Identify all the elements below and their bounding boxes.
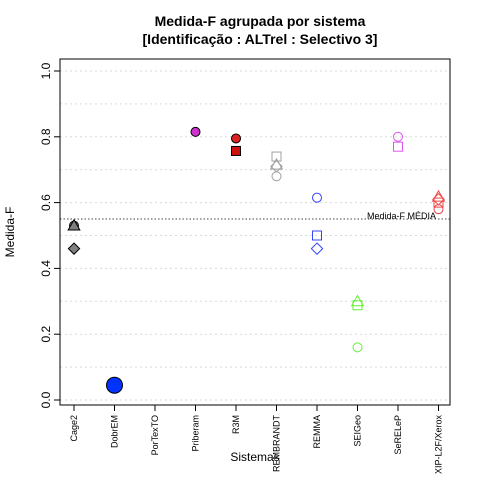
data-point-circle [433, 204, 444, 215]
data-point-square [352, 300, 363, 311]
y-axis: 0.0 0.2 0.4 0.6 0.8 1.0 [39, 62, 60, 408]
y-tick-label: 0.2 [39, 326, 53, 343]
x-tick-label: R3M [231, 415, 241, 434]
data-point-diamond [67, 242, 81, 255]
x-tick-label: Priberam [191, 415, 201, 452]
x-tick-label: REMMA [312, 415, 322, 449]
data-point-square [312, 230, 322, 241]
x-tick-label: SEIGeo [353, 415, 363, 447]
data-points [67, 126, 446, 394]
data-point-square [393, 141, 403, 152]
y-tick-label: 0.6 [39, 194, 53, 211]
x-axis: Cage2 DobrEM PorTexTO Priberam R3M REMBRANDT R… [69, 405, 444, 474]
x-tick-label: DobrEM [110, 415, 120, 448]
chart-title: Medida-F agrupada por sistema [155, 13, 366, 29]
y-tick-label: 0.4 [39, 260, 53, 277]
x-tick-label: Cage2 [69, 415, 79, 442]
x-tick-label: XIP-L2F/Xerox [434, 415, 444, 475]
chart-subtitle: [Identificação : ALTrel : Selectivo 3] [143, 31, 378, 47]
y-tick-label: 0.0 [39, 391, 53, 408]
data-point-circle [231, 133, 241, 144]
data-point-square [231, 145, 241, 156]
x-tick-label: REMBRANDT [272, 415, 282, 473]
data-point-diamond [432, 192, 445, 206]
data-point-square [433, 197, 444, 208]
x-axis-label: Sistemas [230, 450, 279, 464]
grid-lines [60, 70, 450, 401]
y-tick-label: 1.0 [39, 62, 53, 79]
y-axis-label: Medida-F [3, 207, 17, 258]
data-point-circle [352, 342, 363, 353]
reference-line-group: Medida-F MÉDIA [60, 211, 450, 221]
plot-frame [59, 58, 451, 406]
data-point-circle [190, 126, 201, 137]
data-point-circle [393, 131, 403, 142]
data-point-circle [312, 192, 322, 203]
average-reference-label: Medida-F MÉDIA [367, 211, 436, 221]
data-point-diamond [310, 242, 324, 255]
data-point-circle [106, 376, 123, 394]
x-tick-label: PorTexTO [150, 415, 160, 455]
y-tick-label: 0.8 [39, 128, 53, 145]
data-point-triangle [67, 218, 81, 231]
data-point-circle [271, 171, 282, 182]
x-tick-label: SeRELeP [393, 415, 403, 455]
